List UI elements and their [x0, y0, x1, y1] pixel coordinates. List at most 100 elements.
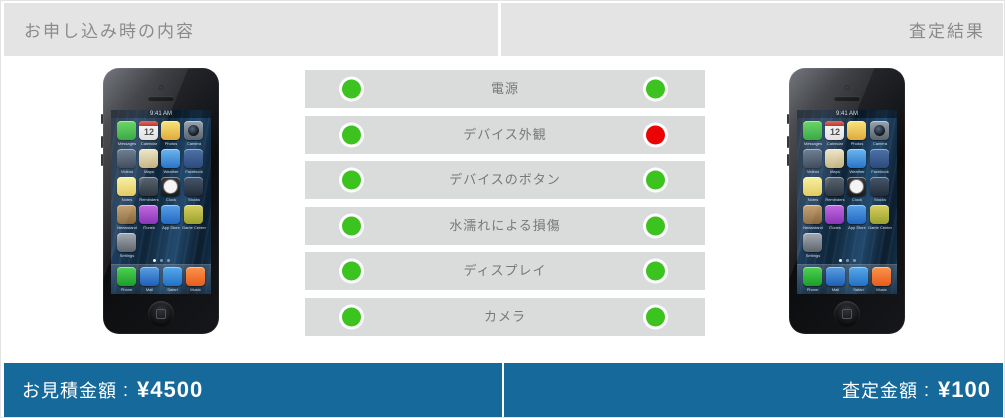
phone-app-label: Phone [806, 287, 819, 292]
phone-status-bar: 9:41 AM [111, 110, 211, 118]
status-dot-after [646, 216, 665, 236]
music-app-label: Music [190, 287, 201, 292]
newsstand-app: Newsstand [802, 205, 824, 230]
camera-app-label: Camera [186, 141, 202, 146]
assessment-row: デバイス外観 [305, 116, 705, 154]
weather-icon [161, 149, 181, 168]
footer-appraisal-amount: 査定金額 : ¥100 [504, 363, 1003, 417]
clock-app-label: Clock [165, 197, 176, 202]
maps-app: Maps [824, 149, 846, 174]
side-button [101, 136, 103, 148]
appraisal-amount-separator: : [918, 379, 937, 400]
facebook-icon [870, 149, 890, 168]
stocks-app: Stocks [182, 177, 206, 202]
mail-app: Mail [826, 267, 845, 292]
stocks-app: Stocks [868, 177, 892, 202]
assessment-item-label: デバイス外観 [463, 127, 547, 142]
videos-icon [803, 149, 823, 168]
photos-app-label: Photos [850, 141, 864, 146]
phone-app: Phone [117, 267, 136, 292]
header-appraisal-result-label: 査定結果 [909, 22, 985, 41]
status-dot-before [342, 261, 361, 281]
stocks-app-label: Stocks [187, 197, 200, 202]
newsstand-icon [803, 205, 823, 224]
estimate-amount-separator: : [117, 379, 136, 400]
assessment-row: 水濡れによる損傷 [305, 207, 705, 245]
earpiece [148, 96, 174, 101]
notes-icon [803, 177, 823, 196]
photos-app-label: Photos [164, 141, 178, 146]
appstore-icon [161, 205, 181, 224]
videos-icon [117, 149, 137, 168]
maps-app: Maps [138, 149, 160, 174]
notes-icon [117, 177, 137, 196]
status-dot-after [646, 261, 665, 281]
clock-app: Clock [160, 177, 182, 202]
music-icon [186, 267, 205, 286]
clock-icon [847, 177, 867, 196]
calendar-app: 12 Calendar [824, 121, 846, 146]
side-button [787, 114, 789, 124]
assessment-row: ディスプレイ [305, 252, 705, 290]
messages-app-label: Messages [803, 141, 823, 146]
messages-app: Messages [116, 121, 138, 146]
appstore-app: App Store [846, 205, 868, 230]
gamecenter-icon [184, 205, 204, 224]
itunes-app-label: iTunes [829, 225, 841, 230]
page-indicator-dots [111, 259, 211, 262]
gamecenter-app: Game Center [868, 205, 892, 230]
reminders-app: Reminders [824, 177, 846, 202]
assessment-item-label: 水濡れによる損傷 [449, 218, 561, 233]
status-dot-after [646, 307, 665, 327]
safari-app: Safari [163, 267, 182, 292]
phone-before-image: 9:41 AM Messages 12 Calendar Photos Camera Vid… [101, 68, 219, 334]
appraisal-amount-value: ¥100 [938, 377, 991, 402]
footer-estimate-amount: お見積金額 : ¥4500 [4, 363, 502, 417]
camera-icon [184, 121, 204, 140]
appstore-app-label: App Store [848, 225, 866, 230]
side-button [101, 114, 103, 124]
calendar-icon: 12 [825, 121, 845, 140]
photos-icon [161, 121, 181, 140]
estimate-amount-label: お見積金額 [22, 381, 117, 401]
camera-app-label: Camera [872, 141, 888, 146]
phone-icon [117, 267, 136, 286]
stocks-app-label: Stocks [873, 197, 886, 202]
page-indicator-dots [797, 259, 897, 262]
reminders-app-label: Reminders [139, 197, 159, 202]
estimate-amount-value: ¥4500 [137, 377, 204, 402]
status-dot-before [342, 79, 361, 99]
itunes-app: iTunes [824, 205, 846, 230]
maps-app-label: Maps [144, 169, 154, 174]
settings-app: Settings [802, 233, 824, 258]
maps-icon [139, 149, 159, 168]
settings-app-label: Settings [119, 253, 135, 258]
phone-icon [803, 267, 822, 286]
settings-app-label: Settings [805, 253, 821, 258]
dock: Phone Mail Safari Music [797, 264, 897, 294]
weather-app-label: Weather [849, 169, 865, 174]
reminders-icon [825, 177, 845, 196]
newsstand-app-label: Newsstand [803, 225, 823, 230]
mail-icon [140, 267, 159, 286]
safari-icon [163, 267, 182, 286]
weather-app: Weather [846, 149, 868, 174]
mail-app: Mail [140, 267, 159, 292]
status-dot-after [646, 79, 665, 99]
safari-icon [849, 267, 868, 286]
status-dot-after [646, 170, 665, 190]
mail-app-label: Mail [831, 287, 840, 292]
settings-icon [803, 233, 823, 252]
facebook-app-label: Facebook [185, 169, 203, 174]
facebook-app-label: Facebook [871, 169, 889, 174]
notes-app: Notes [116, 177, 138, 202]
music-icon [872, 267, 891, 286]
videos-app-label: Videos [806, 169, 820, 174]
side-button [787, 136, 789, 148]
appraisal-amount-label: 査定金額 [842, 381, 919, 401]
notes-app-label: Notes [121, 197, 133, 202]
mail-icon [826, 267, 845, 286]
itunes-icon [139, 205, 159, 224]
newsstand-icon [117, 205, 137, 224]
notes-app-label: Notes [807, 197, 819, 202]
